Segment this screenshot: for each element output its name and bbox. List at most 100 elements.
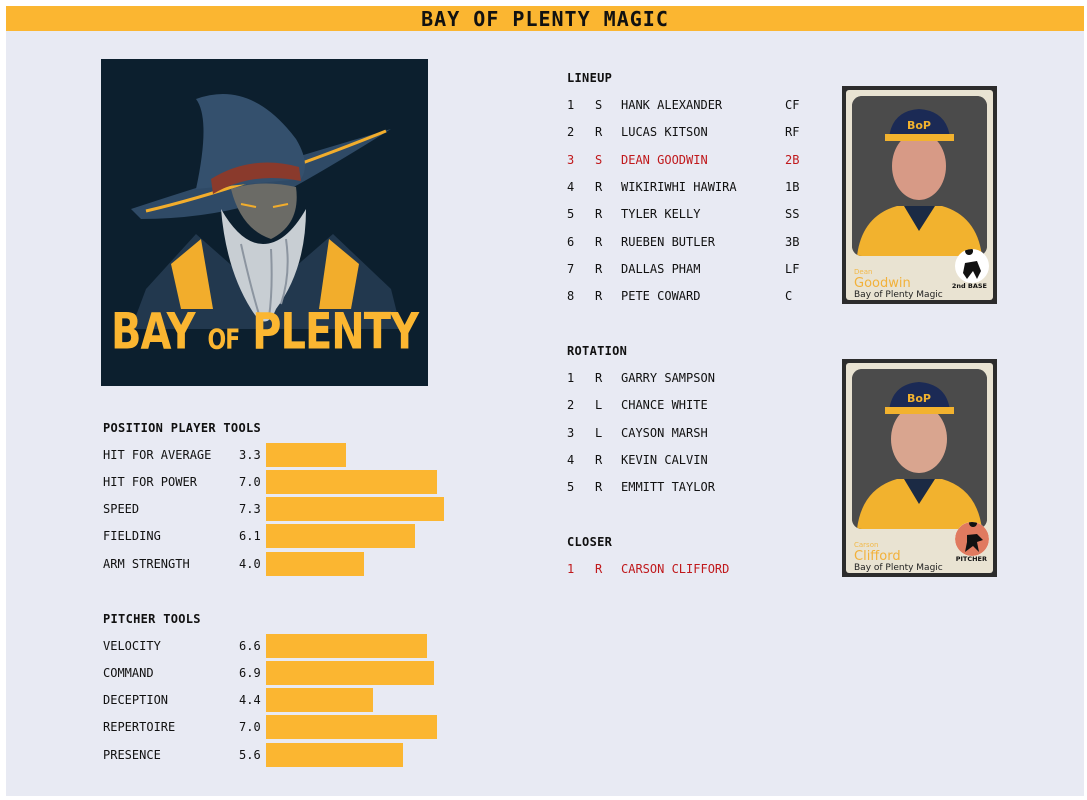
throws-hand: R (595, 453, 603, 467)
player-position: CF (785, 98, 800, 112)
bats-hand: R (595, 289, 603, 303)
logo-word-of: OF (207, 324, 241, 356)
batter-card: BoP Dean Goodwin Bay of Plenty Magic 2nd… (842, 86, 997, 304)
bats-hand: R (595, 180, 603, 194)
player-name: RUEBEN BUTLER (621, 235, 715, 249)
rotation-order: 5 (567, 480, 575, 494)
rotation-order: 3 (567, 426, 575, 440)
logo-word-plenty: PLENTY (252, 303, 419, 361)
tool-value: 7.3 (239, 502, 261, 516)
page-title: BAY OF PLENTY MAGIC (6, 6, 1084, 31)
tool-bar (266, 634, 427, 658)
tool-label: VELOCITY (103, 639, 161, 653)
tool-bar (266, 552, 364, 576)
tool-label: REPERTOIRE (103, 720, 176, 734)
player-position: 2B (785, 153, 800, 167)
player-portrait: BoP (852, 369, 987, 529)
tool-label: ARM STRENGTH (103, 557, 190, 571)
player-position: LF (785, 262, 800, 276)
pitcher-card: BoP Carson Clifford Bay of Plenty Magic … (842, 359, 997, 577)
player-position: C (785, 289, 793, 303)
card-position: PITCHER (955, 555, 987, 563)
batting-order: 7 (567, 262, 575, 276)
team-logo: BAY OF PLENTY (101, 59, 428, 386)
rotation-order: 2 (567, 398, 575, 412)
card-face: BoP Dean Goodwin Bay of Plenty Magic 2nd… (846, 90, 993, 300)
pitcher-name: GARRY SAMPSON (621, 371, 715, 385)
player-name: DEAN GOODWIN (621, 153, 708, 167)
batting-order: 8 (567, 289, 575, 303)
logo-word-bay: BAY (110, 303, 196, 361)
throws-hand: L (595, 398, 603, 412)
tool-value: 6.1 (239, 529, 261, 543)
batting-order: 5 (567, 207, 575, 221)
bats-hand: S (595, 153, 603, 167)
player-position: 3B (785, 235, 800, 249)
player-name: WIKIRIWHI HAWIRA (621, 180, 737, 194)
tool-bar (266, 743, 403, 767)
tool-bar (266, 497, 444, 521)
pitcher-name: EMMITT TAYLOR (621, 480, 715, 494)
bats-hand: S (595, 98, 603, 112)
tool-value: 6.6 (239, 639, 261, 653)
tool-bar (266, 688, 373, 712)
tool-bar (266, 661, 434, 685)
tool-value: 7.0 (239, 720, 261, 734)
card-face: BoP Carson Clifford Bay of Plenty Magic … (846, 363, 993, 573)
tool-value: 3.3 (239, 448, 261, 462)
card-last-name: Clifford (854, 549, 901, 564)
wizard-logo (131, 94, 401, 329)
batting-order: 4 (567, 180, 575, 194)
tool-bar (266, 470, 437, 494)
player-portrait: BoP (852, 96, 987, 256)
bats-hand: R (595, 262, 603, 276)
tool-value: 6.9 (239, 666, 261, 680)
card-first-name: Carson (854, 541, 879, 549)
player-photo: BoP (852, 369, 987, 529)
throws-hand: R (595, 480, 603, 494)
rotation-title: ROTATION (567, 344, 628, 358)
tool-bar (266, 524, 415, 548)
throws-hand: R (595, 562, 603, 576)
batting-order: 1 (567, 98, 575, 112)
tool-value: 5.6 (239, 748, 261, 762)
player-name: TYLER KELLY (621, 207, 701, 221)
tool-label: HIT FOR AVERAGE (103, 448, 212, 462)
bats-hand: R (595, 207, 603, 221)
pitcher-name: CARSON CLIFFORD (621, 562, 730, 576)
closer-order: 1 (567, 562, 575, 576)
player-photo: BoP (852, 96, 987, 256)
card-first-name: Dean (854, 268, 873, 276)
throws-hand: L (595, 426, 603, 440)
card-position: 2nd BASE (951, 282, 987, 290)
position-tools-title: POSITION PLAYER TOOLS (103, 421, 262, 435)
player-position: 1B (785, 180, 800, 194)
batting-order: 2 (567, 125, 575, 139)
card-team-name: Bay of Plenty Magic (854, 290, 943, 300)
fielder-silhouette-icon (955, 249, 989, 283)
tool-label: FIELDING (103, 529, 161, 543)
tool-bar (266, 715, 437, 739)
player-position: RF (785, 125, 800, 139)
cap-logo: BoP (907, 119, 931, 132)
player-name: LUCAS KITSON (621, 125, 708, 139)
lineup-title: LINEUP (567, 71, 613, 85)
player-name: DALLAS PHAM (621, 262, 701, 276)
tool-label: PRESENCE (103, 748, 161, 762)
tool-value: 4.4 (239, 693, 261, 707)
closer-title: CLOSER (567, 535, 613, 549)
card-team-name: Bay of Plenty Magic (854, 563, 943, 573)
player-name: PETE COWARD (621, 289, 701, 303)
pitcher-name: CHANCE WHITE (621, 398, 708, 412)
bats-hand: R (595, 125, 603, 139)
card-last-name: Goodwin (854, 276, 911, 291)
cap-logo: BoP (907, 392, 931, 405)
tool-label: DECEPTION (103, 693, 169, 707)
player-name: HANK ALEXANDER (621, 98, 723, 112)
player-position: SS (785, 207, 800, 221)
logo-wordmark: BAY OF PLENTY (101, 303, 428, 361)
tool-value: 4.0 (239, 557, 261, 571)
pitcher-silhouette-icon (955, 522, 989, 556)
bats-hand: R (595, 235, 603, 249)
tool-label: COMMAND (103, 666, 154, 680)
